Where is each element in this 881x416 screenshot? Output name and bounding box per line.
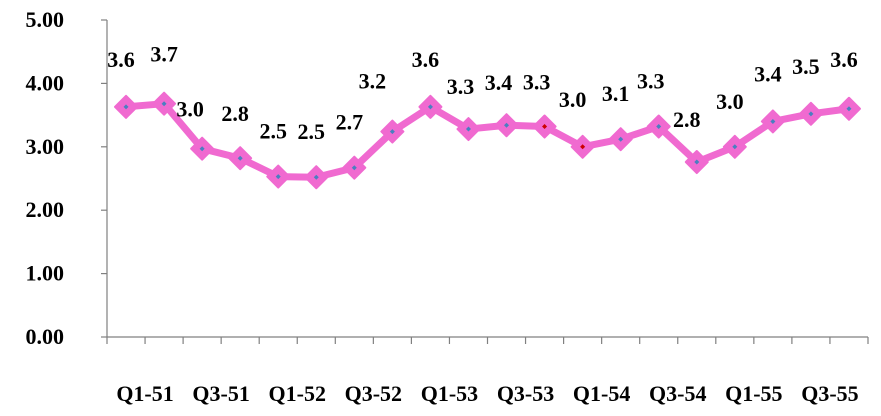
data-point-center xyxy=(313,174,319,180)
x-tick-label: Q3-55 xyxy=(801,381,858,406)
data-label: 2.8 xyxy=(221,101,249,126)
data-label: 3.3 xyxy=(637,69,665,94)
data-point-center xyxy=(580,144,586,150)
x-tick-label: Q1-54 xyxy=(573,381,630,406)
data-point-center xyxy=(275,174,281,180)
data-label: 3.7 xyxy=(150,42,178,67)
data-point-center xyxy=(808,111,814,117)
data-point-center xyxy=(542,124,548,130)
data-label: 2.5 xyxy=(259,119,287,144)
y-axis-ticks: 0.00 1.00 2.00 3.00 4.00 5.00 xyxy=(26,7,107,349)
y-tick-label: 4.00 xyxy=(26,70,65,95)
x-tick-label: Q1-55 xyxy=(725,381,782,406)
y-tick-label: 2.00 xyxy=(26,197,65,222)
data-point-center xyxy=(465,126,471,132)
x-tick-label: Q3-51 xyxy=(192,381,249,406)
x-tick-label: Q1-51 xyxy=(116,381,173,406)
data-label: 3.5 xyxy=(792,54,820,79)
data-point-center xyxy=(846,106,852,112)
data-labels-group: 3.6 3.7 3.0 2.8 2.5 2.5 2.7 3.2 3.6 3.3 3.4 3.3 3.0 3… xyxy=(107,42,857,145)
data-point-center xyxy=(123,104,129,110)
x-axis-ticks: Q1-51 Q3-51 Q1-52 Q3-52 Q1-53 Q3-53 Q1-54 Q3-54… xyxy=(106,337,869,406)
data-label: 3.1 xyxy=(602,81,630,106)
data-point-center xyxy=(389,129,395,135)
data-label: 3.3 xyxy=(447,74,475,99)
x-tick-label: Q3-54 xyxy=(649,381,706,406)
data-label: 3.4 xyxy=(754,61,782,86)
data-point-center xyxy=(694,159,700,165)
data-point-center xyxy=(351,165,357,171)
y-tick-label: 0.00 xyxy=(26,324,65,349)
data-label: 3.4 xyxy=(485,70,513,95)
x-tick-label: Q1-52 xyxy=(269,381,326,406)
data-label: 3.3 xyxy=(523,70,551,95)
data-label: 2.7 xyxy=(336,110,364,135)
data-label: 3.6 xyxy=(412,47,440,72)
y-tick-label: 3.00 xyxy=(26,134,65,159)
data-label: 2.5 xyxy=(298,119,326,144)
data-point-center xyxy=(770,118,776,124)
data-label: 3.0 xyxy=(716,89,744,114)
data-point-center xyxy=(732,144,738,150)
data-label: 3.0 xyxy=(559,87,587,112)
data-point-center xyxy=(161,101,167,107)
markers-group xyxy=(114,91,861,190)
data-label: 3.2 xyxy=(359,69,387,94)
data-point-center xyxy=(427,104,433,110)
x-tick-label: Q3-53 xyxy=(497,381,554,406)
x-tick-label: Q3-52 xyxy=(345,381,402,406)
y-tick-label: 5.00 xyxy=(26,7,65,32)
x-tick-label: Q1-53 xyxy=(421,381,478,406)
data-label: 3.6 xyxy=(830,47,858,72)
data-label: 3.6 xyxy=(107,47,135,72)
data-label: 3.0 xyxy=(176,97,204,122)
data-label: 2.8 xyxy=(673,107,701,132)
data-point-center xyxy=(618,136,624,142)
data-point-center xyxy=(199,146,205,152)
y-tick-label: 1.00 xyxy=(26,261,65,286)
data-point-center xyxy=(237,155,243,161)
data-point-center xyxy=(656,124,662,130)
data-point-center xyxy=(504,122,510,128)
